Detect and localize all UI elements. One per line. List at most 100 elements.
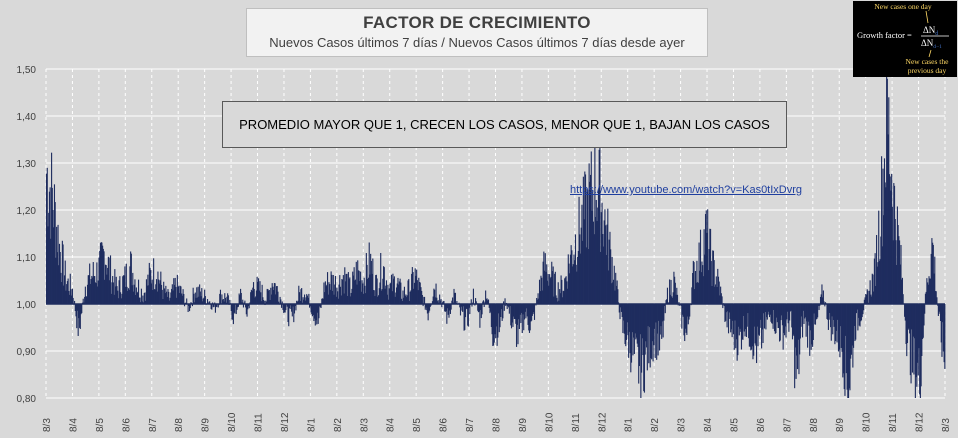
bar [464, 304, 467, 318]
bar [360, 271, 362, 304]
bar [276, 286, 278, 304]
bar [892, 240, 894, 304]
bar [581, 204, 583, 304]
bar [437, 300, 439, 304]
bar [924, 304, 926, 314]
bar [311, 304, 313, 315]
bar [96, 262, 98, 304]
bar [531, 304, 533, 316]
bar [594, 142, 596, 304]
bar [74, 300, 76, 304]
x-tick-label: 8/3 [941, 418, 952, 432]
bar [298, 285, 300, 304]
bar [160, 284, 163, 304]
bar [172, 290, 174, 304]
bar [747, 304, 749, 314]
bar [786, 304, 788, 320]
bar [919, 304, 921, 395]
bar [608, 239, 610, 304]
youtube-link[interactable]: https://www.youtube.com/watch?v=Kas0tIxD… [570, 184, 803, 196]
bar [166, 291, 168, 304]
bar [76, 304, 78, 329]
bar [349, 296, 352, 304]
bar [595, 216, 597, 304]
bar [650, 304, 652, 359]
bar [845, 304, 847, 374]
bar [417, 290, 419, 304]
bar [441, 304, 443, 308]
bar [850, 304, 852, 359]
bar [58, 265, 60, 304]
bar [334, 284, 336, 304]
bar [281, 301, 283, 304]
bar [723, 304, 725, 306]
bar [80, 304, 82, 315]
bar [569, 273, 571, 304]
bar [512, 304, 514, 327]
bar [716, 286, 718, 304]
bar [491, 304, 493, 335]
bar [214, 304, 216, 313]
bar [190, 302, 192, 304]
bar [383, 267, 385, 304]
bar [533, 304, 536, 320]
bar [703, 229, 705, 304]
bar [817, 304, 819, 318]
bar [147, 274, 149, 304]
bar [309, 304, 311, 307]
bar [500, 304, 503, 310]
bar [942, 304, 944, 323]
bar [384, 288, 386, 304]
bar [293, 304, 296, 314]
bar [619, 304, 621, 320]
bar [114, 269, 116, 304]
bar [855, 304, 858, 314]
bar [363, 277, 365, 304]
bar [604, 209, 606, 304]
bar [432, 296, 434, 304]
bar [582, 240, 584, 304]
bar [698, 242, 700, 304]
bar [671, 296, 673, 304]
bar [294, 304, 296, 306]
bar [330, 271, 332, 304]
bar [727, 304, 729, 312]
bar [216, 304, 218, 308]
bar [880, 236, 882, 304]
bar [368, 242, 370, 304]
bar [508, 304, 510, 308]
bar [250, 292, 252, 304]
bar [416, 280, 418, 304]
bar [728, 304, 730, 313]
bar [546, 264, 548, 304]
bar [485, 299, 487, 304]
bar [489, 304, 491, 314]
bar [87, 275, 89, 304]
bar [316, 304, 318, 325]
bar [773, 304, 775, 311]
bar [125, 263, 127, 304]
x-tick-label: 8/7 [782, 418, 793, 432]
bar [922, 304, 924, 338]
bar [83, 302, 85, 304]
bar [68, 294, 71, 304]
bar [237, 304, 239, 308]
bar [722, 304, 724, 309]
bar [692, 260, 694, 304]
bar [532, 304, 534, 315]
bar [275, 294, 277, 304]
bar [767, 304, 769, 315]
bar [554, 271, 556, 304]
bar [935, 291, 937, 304]
bar [582, 176, 584, 304]
bar [255, 290, 257, 304]
bar [447, 304, 449, 315]
bar [878, 210, 880, 304]
bar [240, 292, 242, 304]
x-tick-label: 8/4 [386, 418, 397, 432]
bar [674, 282, 676, 304]
bar [600, 212, 602, 304]
bar [689, 304, 691, 317]
bar [303, 294, 306, 304]
